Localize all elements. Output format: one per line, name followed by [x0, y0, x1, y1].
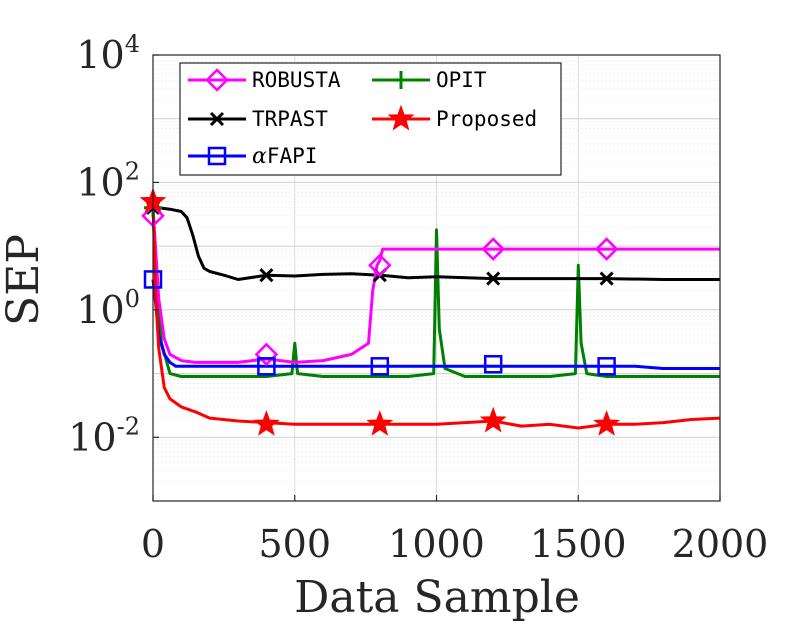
legend: ROBUSTA OPIT TRPAST Proposed αFAPI [179, 62, 562, 176]
series-line-afapi [151, 279, 720, 370]
marker-trpast [259, 268, 274, 283]
x-tick-label: 1500 [530, 522, 627, 566]
grid [153, 55, 720, 501]
x-tick-label: 0 [141, 522, 165, 566]
legend-label-trpast: TRPAST [252, 107, 328, 131]
marker-proposed [366, 410, 394, 436]
marker-robusta [254, 342, 279, 367]
marker-proposed [479, 406, 507, 433]
marker-afapi [483, 355, 503, 374]
legend-marker-opit [392, 71, 410, 89]
marker-robusta [594, 237, 619, 261]
axis-ticks: 0 500 1000 1500 2000 10-2 100 102 104 [68, 30, 768, 566]
legend-marker-afapi [207, 146, 227, 166]
series-line-proposed [151, 201, 721, 430]
y-tick-label: 102 [76, 157, 140, 204]
legend-label-robusta: ROBUSTA [252, 68, 341, 92]
marker-trpast [486, 271, 501, 286]
y-tick-label: 100 [76, 285, 140, 332]
x-tick-label: 2000 [672, 522, 769, 566]
marker-afapi [597, 357, 616, 376]
legend-label-afapi: αFAPI [252, 144, 317, 169]
y-tick-label: 104 [76, 30, 140, 77]
marker-proposed [593, 410, 621, 436]
marker-robusta [481, 237, 505, 261]
marker-proposed [252, 410, 280, 436]
series-markers [139, 187, 621, 436]
series-line-opit [151, 207, 720, 378]
x-tick-label: 500 [258, 522, 331, 566]
marker-afapi [257, 357, 276, 376]
marker-afapi [370, 357, 390, 376]
x-axis-label: Data Sample [294, 572, 580, 623]
legend-marker-robusta [205, 68, 229, 92]
legend-marker-trpast [209, 111, 225, 127]
legend-label-opit: OPIT [436, 68, 487, 92]
legend-label-proposed: Proposed [436, 107, 537, 131]
y-axis-label: SEP [0, 234, 49, 326]
legend-marker-proposed [387, 104, 415, 131]
x-tick-label: 1000 [388, 522, 485, 566]
y-tick-label: 10-2 [68, 412, 140, 459]
marker-robusta [368, 253, 392, 278]
marker-trpast [599, 271, 614, 286]
